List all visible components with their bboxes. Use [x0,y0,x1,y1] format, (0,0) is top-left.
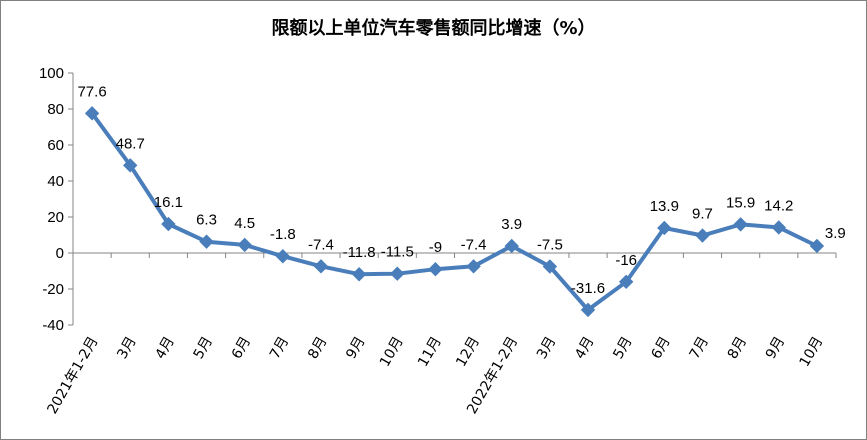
x-tick-label: 7月 [687,334,712,362]
data-point-marker [123,158,138,173]
x-axis-ticks: 2021年1-2月 3月 4月 5月 6月 7月 8月 9月 10月 11月 12月2022年1-2… [44,253,837,417]
data-point-marker [199,234,214,249]
data-point-marker [580,302,596,318]
data-label: -31.6 [571,280,605,297]
data-label: 6.3 [196,212,217,229]
data-label: 16.1 [154,194,183,211]
chart-title: 限额以上单位汽车零售额同比增速（%） [271,18,596,39]
x-tick-label: 5月 [191,334,216,362]
y-tick-label: 40 [47,173,64,190]
x-tick-label: 2021年1-2月 [44,334,101,417]
data-label: -11.5 [381,244,414,261]
data-point-marker [695,228,710,243]
y-tick-label: 0 [56,245,64,262]
data-label: -9 [429,239,442,256]
x-tick-label: 6月 [229,334,254,362]
data-label: 15.9 [726,194,755,211]
x-tick-label: 9月 [763,334,788,362]
data-label: 3.9 [825,225,846,242]
x-tick-label: 6月 [648,334,673,362]
y-tick-label: 100 [39,65,64,82]
data-point-marker [466,259,481,274]
y-axis-ticks: 100 80 60 40 20 0 -20 -40 [39,65,73,334]
data-point-marker [275,249,291,264]
data-point-marker [428,261,443,277]
data-point-marker [84,106,100,121]
data-label: -11.8 [343,244,376,261]
y-tick-label: 20 [47,209,64,226]
data-point-marker [542,259,558,274]
data-point-marker [657,220,672,236]
x-tick-label: 8月 [305,334,330,362]
data-point-marker [351,267,367,282]
data-label: 77.6 [77,83,106,100]
y-tick-label: -40 [42,317,64,334]
y-tick-label: 60 [47,137,64,154]
data-label: 48.7 [116,135,145,152]
x-tick-label: 11月 [415,334,445,370]
series [84,106,825,318]
y-tick-label: -20 [42,281,64,298]
x-tick-label: 4月 [153,334,178,362]
data-point-marker [237,237,252,253]
x-tick-label: 12月 [453,334,483,370]
x-tick-label: 4月 [572,334,597,362]
x-tick-label: 3月 [114,334,139,362]
data-label: 14.2 [764,197,793,214]
data-label: 13.9 [650,198,679,215]
y-tick-label: 80 [47,101,64,118]
x-tick-label: 9月 [343,334,368,362]
data-label: 9.7 [692,206,713,223]
x-tick-label: 3月 [534,334,559,362]
x-tick-label: 5月 [610,334,635,362]
x-tick-label: 8月 [725,334,750,362]
data-label: -7.4 [308,236,334,253]
data-label: -7.5 [537,237,563,254]
data-point-marker [809,238,825,254]
data-label: 3.9 [501,216,522,233]
data-point-marker [161,216,176,232]
x-tick-label: 10月 [377,334,407,370]
data-point-marker [313,259,329,274]
axes [72,73,836,325]
data-point-marker [733,217,748,232]
data-label: -7.4 [461,236,487,253]
data-labels: 77.6 48.7 16.1 6.3 4.5 -1.8 -7.4 -11.8 -11.5 -9 -7… [77,83,845,297]
data-point-marker [504,238,519,254]
x-tick-label: 10月 [797,334,827,370]
data-point-marker [771,220,786,235]
x-tick-label: 7月 [267,334,292,362]
data-point-marker [390,266,405,281]
data-label: 4.5 [234,215,255,232]
data-point-marker [618,274,634,290]
data-label: -16 [615,252,637,269]
data-label: -1.8 [270,226,296,243]
